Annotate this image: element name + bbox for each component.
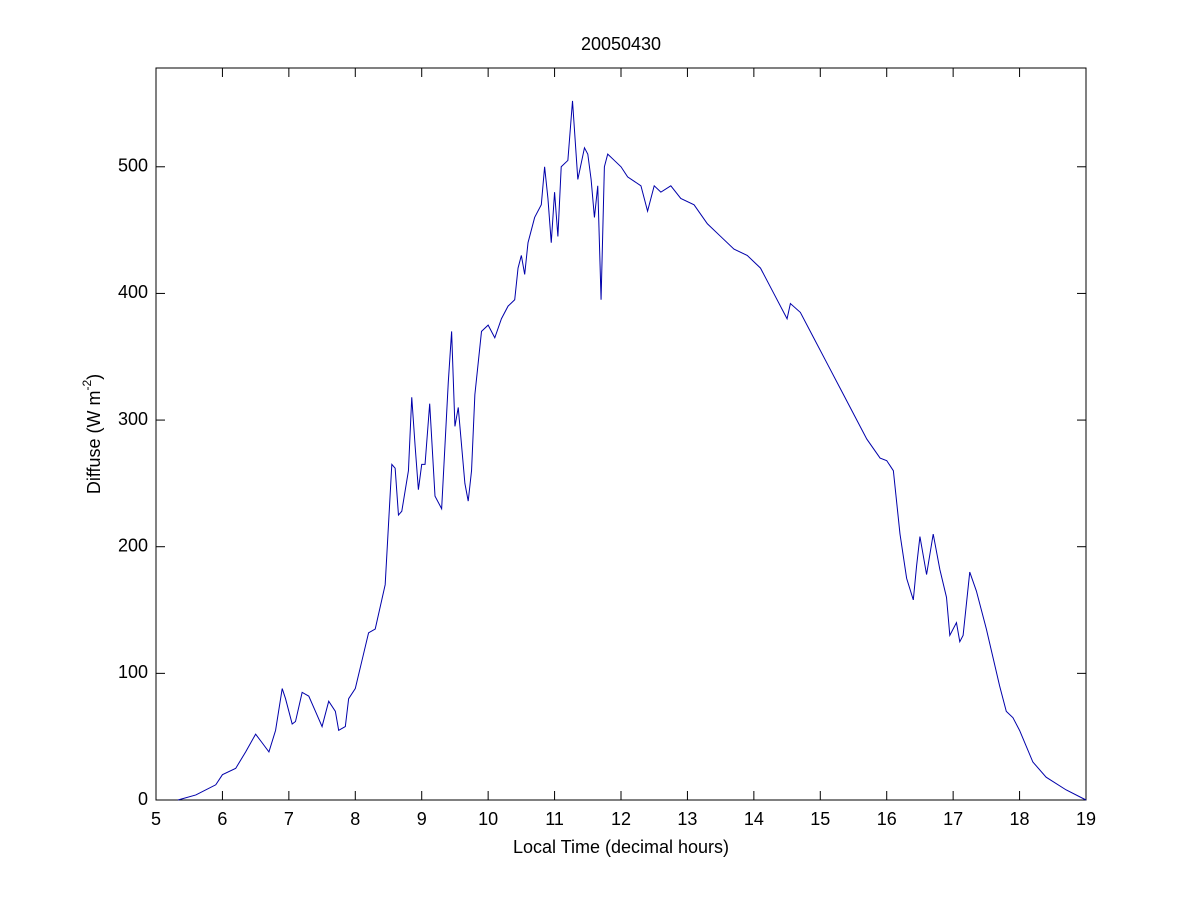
x-tick-label: 10 bbox=[478, 809, 498, 829]
y-tick-label: 500 bbox=[118, 156, 148, 176]
x-tick-label: 11 bbox=[545, 809, 564, 829]
y-tick-label: 200 bbox=[118, 535, 148, 555]
x-tick-label: 9 bbox=[417, 809, 427, 829]
x-tick-label: 7 bbox=[284, 809, 294, 829]
x-tick-label: 6 bbox=[217, 809, 227, 829]
y-axis-label-sup: -2 bbox=[80, 379, 94, 390]
x-tick-label: 16 bbox=[877, 809, 897, 829]
plot-area bbox=[155, 67, 1087, 801]
x-tick-label: 5 bbox=[151, 809, 161, 829]
y-axis-label: Diffuse (W m-2) bbox=[80, 374, 104, 494]
x-tick-label: 12 bbox=[611, 809, 631, 829]
x-tick-label: 19 bbox=[1076, 809, 1096, 829]
y-tick-label: 300 bbox=[118, 409, 148, 429]
x-axis-label: Local Time (decimal hours) bbox=[513, 837, 729, 857]
x-tick-label: 17 bbox=[943, 809, 963, 829]
x-tick-label: 18 bbox=[1010, 809, 1030, 829]
y-axis-label-end: ) bbox=[84, 374, 104, 380]
x-tick-label: 13 bbox=[677, 809, 697, 829]
y-tick-label: 100 bbox=[118, 662, 148, 682]
y-axis-label-text: Diffuse (W m bbox=[84, 390, 104, 494]
x-tick-label: 8 bbox=[350, 809, 360, 829]
x-tick-label: 14 bbox=[744, 809, 764, 829]
y-tick-label: 0 bbox=[138, 789, 148, 809]
y-tick-label: 400 bbox=[118, 282, 148, 302]
x-tick-label: 15 bbox=[810, 809, 830, 829]
chart-title: 20050430 bbox=[581, 34, 661, 54]
data-line bbox=[177, 100, 1087, 801]
